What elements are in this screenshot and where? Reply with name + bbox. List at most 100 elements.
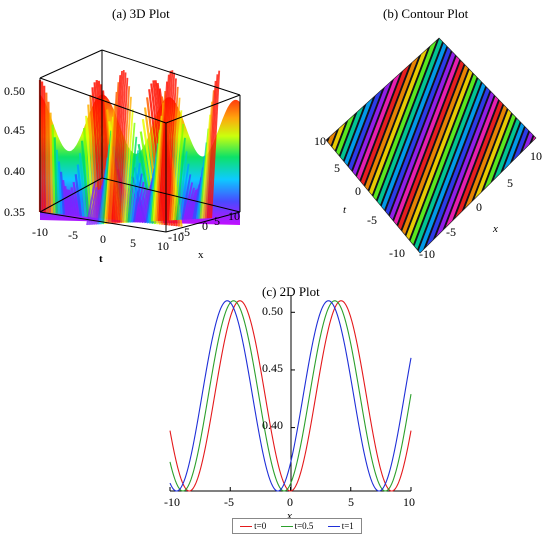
contour-t-axis-label: t (343, 204, 347, 216)
x-tick-label: 10 (530, 149, 542, 163)
surface-ridge (59, 171, 66, 215)
surface-ridge (111, 75, 122, 224)
surface-ridge (114, 70, 125, 224)
legend-item-t1: t=1 (327, 521, 354, 531)
x-axis-ticks-3d: -10 -5 0 5 10 (168, 209, 240, 244)
surface-ridge (158, 81, 168, 222)
plot-a-3d-surface: 0.50 0.45 0.40 0.35 -10 -5 0 5 10 -10 -5… (4, 49, 241, 265)
legend-label: t=0.5 (294, 521, 314, 531)
surface-ridge (66, 189, 73, 216)
y-tick-label: 0.40 (262, 418, 283, 432)
legend: t=0 t=0.5 t=1 (232, 518, 362, 534)
surface-ridge (156, 91, 167, 222)
surface-ridge (165, 72, 176, 221)
plot-c-2d-lines: -10 -5 0 5 10 0.40 0.45 0.50 x (164, 295, 415, 522)
y-tick-labels: 0.40 0.45 0.50 (262, 304, 283, 432)
contour-stripe (326, 38, 344, 253)
x-tick-labels: -10 -5 0 5 10 (164, 495, 415, 509)
surface-ridge (186, 189, 197, 220)
surface-ridge (55, 149, 61, 215)
x-tick-label: 5 (214, 214, 220, 228)
box-edge (101, 177, 241, 213)
surface-ridge (62, 180, 68, 215)
surface-ridge (118, 77, 129, 224)
x-tick-label: -10 (419, 247, 435, 261)
surface-ridge (49, 112, 54, 214)
contour-x-ticks: -10 -5 0 5 10 (419, 149, 542, 261)
surface-ridge (188, 188, 199, 220)
surface-ridge (134, 181, 145, 223)
surface-ridge (176, 137, 186, 221)
t-tick-label: 10 (314, 134, 326, 148)
x-tick-label: 5 (348, 495, 354, 509)
contour-stripe (382, 38, 500, 253)
surface-ridge (89, 189, 100, 226)
x-tick-label: -5 (180, 225, 190, 239)
surface-ridge (83, 128, 92, 218)
surface-ridge (206, 80, 217, 219)
box-edge (165, 94, 241, 124)
surface-ridge (210, 70, 221, 219)
x-tick-label: 0 (476, 200, 482, 214)
t-tick-label: -5 (68, 228, 78, 242)
series-lines (169, 300, 412, 492)
surface-ridge (199, 128, 210, 219)
series-line-t=0.5 (169, 300, 412, 492)
x-tick-label: 10 (403, 495, 415, 509)
surface-ridge (138, 189, 149, 223)
series-line-t=0 (169, 300, 412, 492)
x-tick-label: 10 (228, 209, 240, 223)
t-tick-label: 10 (157, 239, 169, 253)
t-tick-label: -10 (32, 225, 48, 239)
legend-label: t=0 (254, 521, 267, 531)
surface-ridge (201, 114, 212, 219)
t-tick-label: -10 (389, 246, 405, 260)
surface-ridge (131, 162, 141, 223)
contour-t-ticks: 10 5 0 -5 -10 (314, 134, 405, 260)
surface-bounding-box (39, 49, 241, 233)
box-edge (39, 211, 167, 233)
x-tick-label: -10 (164, 495, 180, 509)
box-edge (39, 77, 167, 124)
contour-stripe (326, 38, 350, 253)
z-tick-label: 0.50 (4, 84, 25, 98)
surface-ridge (129, 150, 140, 223)
surface-ridge (91, 189, 102, 225)
surface-ridge (177, 151, 188, 221)
legend-swatch (240, 525, 253, 527)
legend-swatch (280, 525, 293, 527)
legend-swatch (327, 525, 340, 527)
surface-ridge (64, 186, 70, 216)
surface-ridge (122, 96, 132, 224)
x-tick-label: 5 (507, 176, 513, 190)
surface-ridge (152, 115, 163, 222)
surface-ridge (181, 174, 192, 220)
surface-ridge (183, 182, 194, 220)
surface-ridge (102, 130, 113, 225)
surface-ridge (179, 163, 190, 220)
surface-ridge (161, 70, 172, 221)
surface-ridge (204, 90, 215, 219)
x-tick-label: -5 (224, 495, 234, 509)
surface-ridge (72, 181, 80, 217)
x-axis-label: x (286, 510, 292, 522)
x-tick-label: -5 (446, 225, 456, 239)
t-tick-label: 0 (100, 232, 106, 246)
plot-c-title: (c) 2D Plot (262, 284, 320, 299)
surface-ridge (70, 187, 78, 216)
surface-ridge (105, 103, 116, 224)
box-edge (101, 49, 241, 96)
surface-ridge (68, 189, 75, 216)
surface-ridge (51, 124, 56, 214)
surface-ridge (174, 123, 185, 221)
surface-ridge (125, 122, 136, 223)
surface-ridge (185, 187, 195, 220)
surface-3d (38, 70, 240, 227)
box-edge (39, 177, 103, 213)
surface-ridge (203, 101, 213, 219)
t-tick-label: 5 (130, 236, 136, 250)
surface-ridge (47, 101, 51, 214)
legend-item-t05: t=0.5 (280, 521, 314, 531)
y-tick-label: 0.50 (262, 304, 283, 318)
z-tick-label: 0.40 (4, 164, 25, 178)
